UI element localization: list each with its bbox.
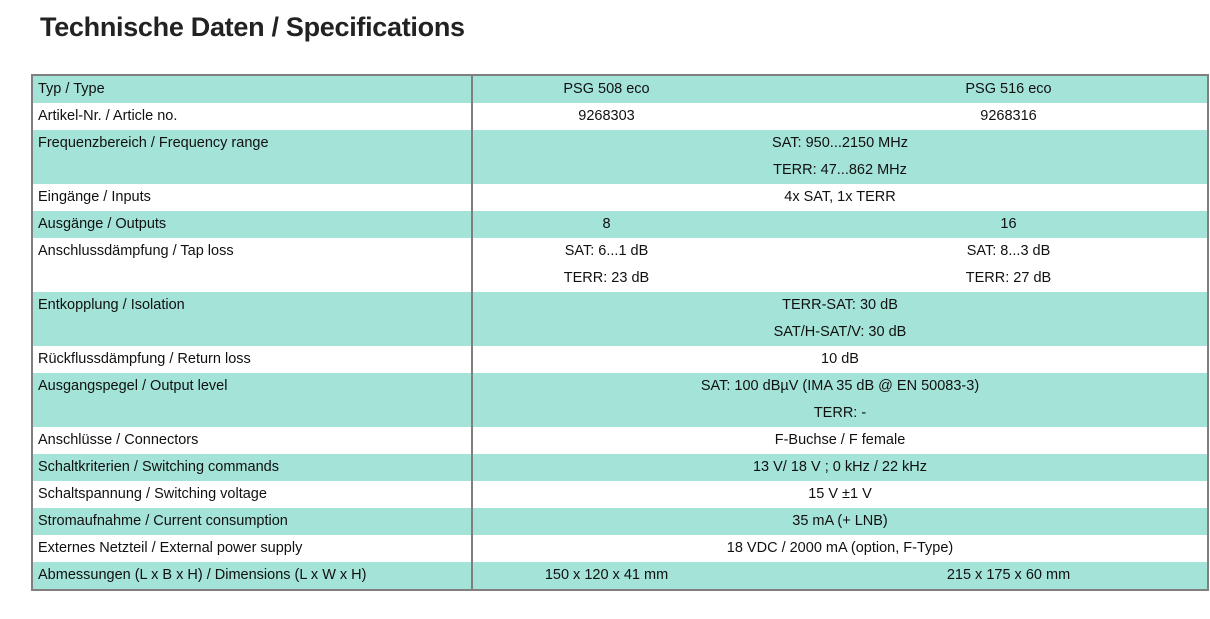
value-cell: PSG 516 eco	[740, 75, 1208, 103]
value-text: SAT: 100 dBµV (IMA 35 dB @ EN 50083-3)	[700, 378, 980, 394]
value-text: PSG 516 eco	[965, 81, 1052, 97]
value-text: TERR: -	[813, 405, 867, 421]
row-label-cell: Artikel-Nr. / Article no.	[32, 103, 473, 130]
row-label: Eingänge / Inputs	[38, 189, 151, 205]
value-text: PSG 508 eco	[563, 81, 650, 97]
row-label: Frequenzbereich / Frequency range	[38, 135, 269, 151]
row-label-cell: Entkopplung / Isolation	[32, 292, 473, 346]
value-text: 215 x 175 x 60 mm	[946, 567, 1071, 583]
value-cell: 18 VDC / 2000 mA (option, F-Type)	[472, 535, 1208, 562]
row-label-cell: Ausgänge / Outputs	[32, 211, 473, 238]
table-row: Entkopplung / Isolation TERR-SAT: 30 dB SA…	[32, 292, 1208, 346]
row-label-cell: Anschlussdämpfung / Tap loss	[32, 238, 473, 292]
row-label: Entkopplung / Isolation	[38, 297, 185, 313]
row-label-cell: Frequenzbereich / Frequency range	[32, 130, 473, 184]
value-text: 9268303	[578, 108, 635, 124]
value-cell: SAT: 100 dBµV (IMA 35 dB @ EN 50083-3) TE…	[472, 373, 1208, 427]
value-text: 9268316	[980, 108, 1037, 124]
value-cell: 35 mA (+ LNB)	[472, 508, 1208, 535]
value-cell: SAT: 950...2150 MHz TERR: 47...862 MHz	[472, 130, 1208, 184]
value-text: SAT: 8...3 dB	[966, 243, 1051, 259]
row-label: Schaltkriterien / Switching commands	[38, 459, 279, 475]
value-text: 18 VDC / 2000 mA (option, F-Type)	[726, 540, 954, 556]
value-cell: 8	[472, 211, 740, 238]
value-cell: 16	[740, 211, 1208, 238]
row-label: Rückflussdämpfung / Return loss	[38, 351, 251, 367]
table-row: Ausgänge / Outputs 8 16	[32, 211, 1208, 238]
value-cell: 13 V/ 18 V ; 0 kHz / 22 kHz	[472, 454, 1208, 481]
row-label-cell: Abmessungen (L x B x H) / Dimensions (L …	[32, 562, 473, 590]
row-label-cell: Typ / Type	[32, 75, 473, 103]
table-row: Stromaufnahme / Current consumption 35 mA…	[32, 508, 1208, 535]
row-label: Typ / Type	[38, 81, 105, 97]
value-text: 10 dB	[821, 351, 859, 367]
row-label-cell: Externes Netzteil / External power suppl…	[32, 535, 473, 562]
value-cell: 9268316	[740, 103, 1208, 130]
value-text: 13 V/ 18 V ; 0 kHz / 22 kHz	[752, 459, 928, 475]
value-cell: F-Buchse / F female	[472, 427, 1208, 454]
row-label: Artikel-Nr. / Article no.	[38, 108, 178, 124]
table-row: Eingänge / Inputs 4x SAT, 1x TERR	[32, 184, 1208, 211]
value-text: TERR: 27 dB	[965, 270, 1052, 286]
value-cell: SAT: 8...3 dB TERR: 27 dB	[740, 238, 1208, 292]
row-label-cell: Stromaufnahme / Current consumption	[32, 508, 473, 535]
table-row: Typ / Type PSG 508 eco PSG 516 eco	[32, 75, 1208, 103]
table-row: Externes Netzteil / External power suppl…	[32, 535, 1208, 562]
value-text: SAT/H-SAT/V: 30 dB	[773, 324, 907, 340]
value-text: 16	[1000, 216, 1017, 232]
row-label: Abmessungen (L x B x H) / Dimensions (L …	[38, 567, 367, 583]
row-label: Externes Netzteil / External power suppl…	[38, 540, 303, 556]
value-text: 8	[602, 216, 611, 232]
value-cell: 150 x 120 x 41 mm	[472, 562, 740, 590]
value-text: SAT: 950...2150 MHz	[772, 135, 908, 151]
value-cell: 9268303	[472, 103, 740, 130]
table-row: Ausgangspegel / Output level SAT: 100 dBµ…	[32, 373, 1208, 427]
spec-table: Typ / Type PSG 508 eco PSG 516 eco Artikel-…	[31, 74, 1209, 591]
value-text: 4x SAT, 1x TERR	[784, 189, 896, 205]
table-row: Anschlüsse / Connectors F-Buchse / F fema…	[32, 427, 1208, 454]
table-row: Artikel-Nr. / Article no. 9268303 9268316	[32, 103, 1208, 130]
row-label-cell: Ausgangspegel / Output level	[32, 373, 473, 427]
table-row: Anschlussdämpfung / Tap loss SAT: 6...1 d…	[32, 238, 1208, 292]
value-text: TERR-SAT: 30 dB	[782, 297, 898, 313]
value-cell: PSG 508 eco	[472, 75, 740, 103]
table-row: Rückflussdämpfung / Return loss 10 dB	[32, 346, 1208, 373]
value-cell: 10 dB	[472, 346, 1208, 373]
table-row: Schaltkriterien / Switching commands 13 V…	[32, 454, 1208, 481]
value-text: 15 V ±1 V	[808, 486, 872, 502]
row-label-cell: Anschlüsse / Connectors	[32, 427, 473, 454]
value-cell: TERR-SAT: 30 dB SAT/H-SAT/V: 30 dB	[472, 292, 1208, 346]
row-label-cell: Rückflussdämpfung / Return loss	[32, 346, 473, 373]
title: Technische Daten / Specifications	[40, 12, 465, 42]
table-row: Abmessungen (L x B x H) / Dimensions (L …	[32, 562, 1208, 590]
table-row: Frequenzbereich / Frequency range SAT: 95…	[32, 130, 1208, 184]
value-cell: SAT: 6...1 dB TERR: 23 dB	[472, 238, 740, 292]
table-row: Schaltspannung / Switching voltage 15 V ±…	[32, 481, 1208, 508]
value-text: F-Buchse / F female	[774, 432, 906, 448]
value-text: TERR: 47...862 MHz	[773, 162, 907, 178]
row-label: Anschlüsse / Connectors	[38, 432, 199, 448]
row-label: Schaltspannung / Switching voltage	[38, 486, 267, 502]
value-text: 35 mA (+ LNB)	[792, 513, 888, 529]
value-text: SAT: 6...1 dB	[564, 243, 649, 259]
row-label-cell: Eingänge / Inputs	[32, 184, 473, 211]
value-text: 150 x 120 x 41 mm	[544, 567, 669, 583]
row-label: Stromaufnahme / Current consumption	[38, 513, 288, 529]
row-label: Ausgänge / Outputs	[38, 216, 167, 232]
value-text: TERR: 23 dB	[563, 270, 650, 286]
row-label: Ausgangspegel / Output level	[38, 378, 228, 394]
row-label-cell: Schaltspannung / Switching voltage	[32, 481, 473, 508]
row-label: Anschlussdämpfung / Tap loss	[38, 243, 234, 259]
value-cell: 15 V ±1 V	[472, 481, 1208, 508]
row-label-cell: Schaltkriterien / Switching commands	[32, 454, 473, 481]
value-cell: 4x SAT, 1x TERR	[472, 184, 1208, 211]
value-cell: 215 x 175 x 60 mm	[740, 562, 1208, 590]
